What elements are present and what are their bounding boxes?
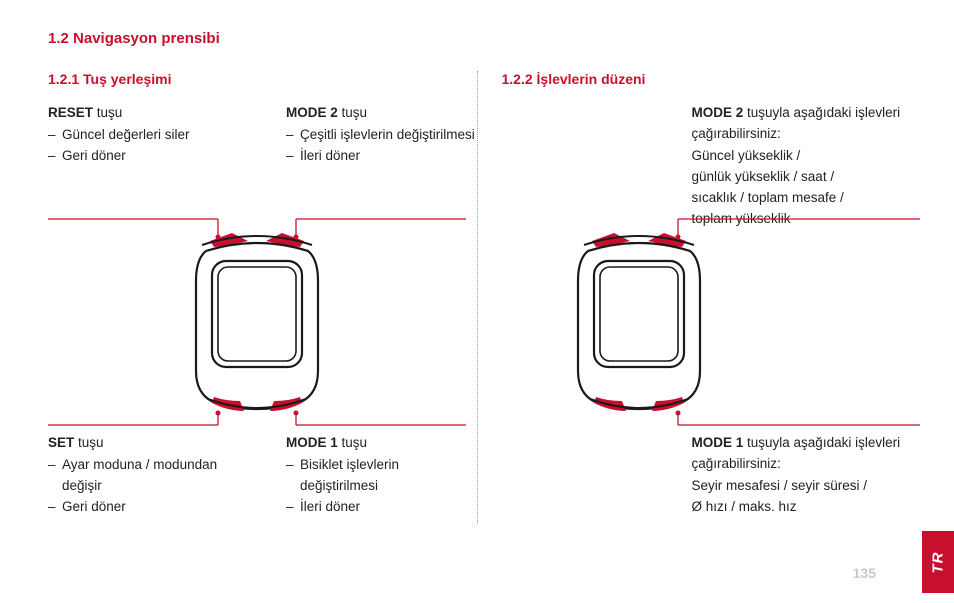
page-number: 135 (853, 565, 876, 581)
callout-right-mode2: MODE 2 tuşuyla aşağıdaki işlevleri çağır… (692, 103, 922, 230)
set-label: SET tuşu (48, 433, 218, 454)
right-mode1-label: MODE 1 tuşuyla aşağıdaki işlevleri çağır… (692, 433, 922, 475)
language-tab: TR (922, 531, 954, 593)
right-mode1-body-1: Ø hızı / maks. hız (692, 497, 922, 518)
device-left (182, 231, 332, 426)
callout-reset: RESET tuşu –Güncel değerleri siler –Geri… (48, 103, 218, 167)
column-divider (477, 71, 478, 523)
diagram-right: MODE 2 tuşuyla aşağıdaki işlevleri çağır… (502, 103, 907, 523)
language-tab-label: TR (930, 551, 947, 573)
mode1-label: MODE 1 tuşu (286, 433, 476, 454)
mode2-label: MODE 2 tuşu (286, 103, 476, 124)
set-line-2: Geri döner (62, 497, 126, 518)
subsection-left-title: 1.2.1 Tuş yerleşimi (48, 71, 453, 87)
callout-right-mode1: MODE 1 tuşuyla aşağıdaki işlevleri çağır… (692, 433, 922, 518)
set-line-1: Ayar moduna / modundan değişir (62, 455, 218, 497)
device-icon (564, 231, 714, 421)
device-icon (182, 231, 332, 421)
right-mode2-body-0: Güncel yükseklik / (692, 146, 922, 167)
right-mode2-body-3: toplam yükseklik (692, 209, 922, 230)
callout-mode2: MODE 2 tuşu –Çeşitli işlevlerin değiştir… (286, 103, 476, 167)
section-title: 1.2 Navigasyon prensibi (48, 30, 906, 47)
columns: 1.2.1 Tuş yerleşimi RESET tuşu –Güncel d… (48, 71, 906, 523)
reset-line-2: Geri döner (62, 146, 126, 167)
device-right (564, 231, 714, 426)
right-mode2-body-2: sıcaklık / toplam mesafe / (692, 188, 922, 209)
callout-set: SET tuşu –Ayar moduna / modundan değişir… (48, 433, 218, 518)
right-mode2-label: MODE 2 tuşuyla aşağıdaki işlevleri çağır… (692, 103, 922, 145)
page: 1.2 Navigasyon prensibi 1.2.1 Tuş yerleş… (0, 0, 954, 603)
right-mode2-body-1: günlük yükseklik / saat / (692, 167, 922, 188)
mode1-line-1: Bisiklet işlevlerin değiştirilmesi (300, 455, 476, 497)
mode1-line-2: İleri döner (300, 497, 360, 518)
mode2-line-2: İleri döner (300, 146, 360, 167)
right-mode1-body-0: Seyir mesafesi / seyir süresi / (692, 476, 922, 497)
diagram-left: RESET tuşu –Güncel değerleri siler –Geri… (48, 103, 453, 523)
reset-label: RESET tuşu (48, 103, 218, 124)
mode2-line-1: Çeşitli işlevlerin değiştirilmesi (300, 125, 475, 146)
col-left: 1.2.1 Tuş yerleşimi RESET tuşu –Güncel d… (48, 71, 453, 523)
subsection-right-title: 1.2.2 İşlevlerin düzeni (502, 71, 907, 87)
callout-mode1: MODE 1 tuşu –Bisiklet işlevlerin değişti… (286, 433, 476, 518)
col-right: 1.2.2 İşlevlerin düzeni MODE 2 tuşuyla a… (502, 71, 907, 523)
reset-line-1: Güncel değerleri siler (62, 125, 190, 146)
